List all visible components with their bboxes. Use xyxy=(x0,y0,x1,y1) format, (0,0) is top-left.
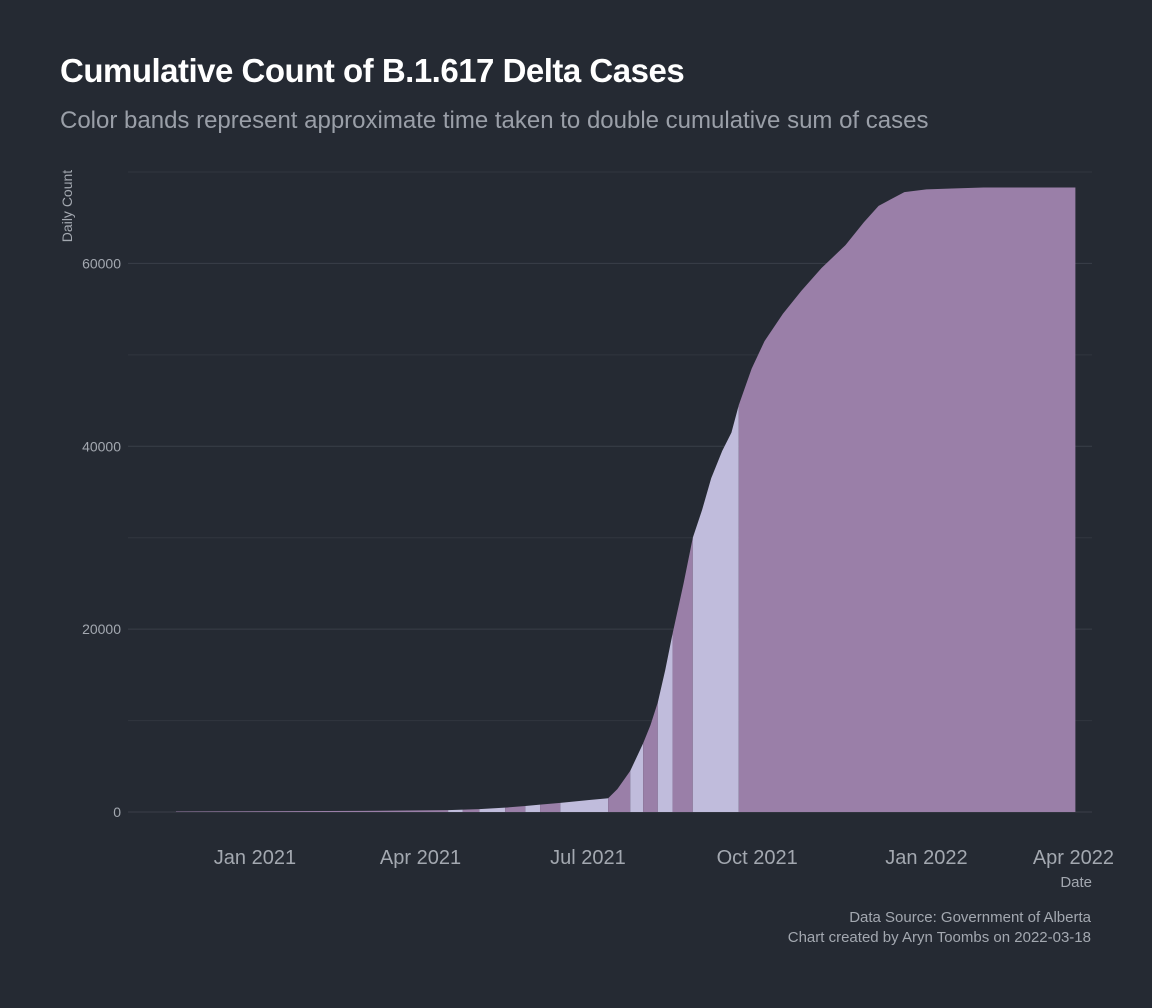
doubling-band-12 xyxy=(657,187,673,812)
doubling-band-4 xyxy=(479,187,506,812)
doubling-band-5 xyxy=(505,187,526,812)
doubling-band-15 xyxy=(738,187,1076,812)
doubling-band-2 xyxy=(448,187,463,812)
chart-title: Cumulative Count of B.1.617 Delta Cases xyxy=(60,52,685,89)
doubling-band-1 xyxy=(175,187,449,812)
credit-caption: Chart created by Aryn Toombs on 2022-03-… xyxy=(787,929,1091,946)
x-axis-label: Date xyxy=(1060,874,1092,891)
y-tick-label: 0 xyxy=(113,804,121,820)
y-tick-label: 60000 xyxy=(82,255,121,271)
band-layer xyxy=(175,187,1076,812)
x-tick-label: Jul 2021 xyxy=(550,847,626,869)
x-tick-label: Oct 2021 xyxy=(717,847,798,869)
x-tick-label: Apr 2022 xyxy=(1033,847,1114,869)
doubling-band-9 xyxy=(608,187,631,812)
y-tick-label: 40000 xyxy=(82,438,121,454)
y-tick-label: 20000 xyxy=(82,621,121,637)
x-tick-label: Jan 2021 xyxy=(214,847,296,869)
doubling-band-7 xyxy=(540,187,561,812)
chart-subtitle: Color bands represent approximate time t… xyxy=(60,107,929,134)
doubling-band-13 xyxy=(672,187,693,812)
x-tick-label: Apr 2021 xyxy=(380,847,461,869)
doubling-band-8 xyxy=(560,187,609,812)
doubling-band-11 xyxy=(643,187,658,812)
doubling-band-10 xyxy=(630,187,644,812)
doubling-band-14 xyxy=(692,187,739,812)
y-axis-label: Daily Count xyxy=(59,170,75,242)
data-source-caption: Data Source: Government of Alberta xyxy=(849,909,1091,926)
axis-layer: 0 20000 40000 60000 Jan 2021 Apr 2021 Jul 2021… xyxy=(82,255,1114,869)
doubling-band-3 xyxy=(462,187,480,812)
doubling-band-6 xyxy=(525,187,541,812)
x-tick-label: Jan 2022 xyxy=(885,847,967,869)
